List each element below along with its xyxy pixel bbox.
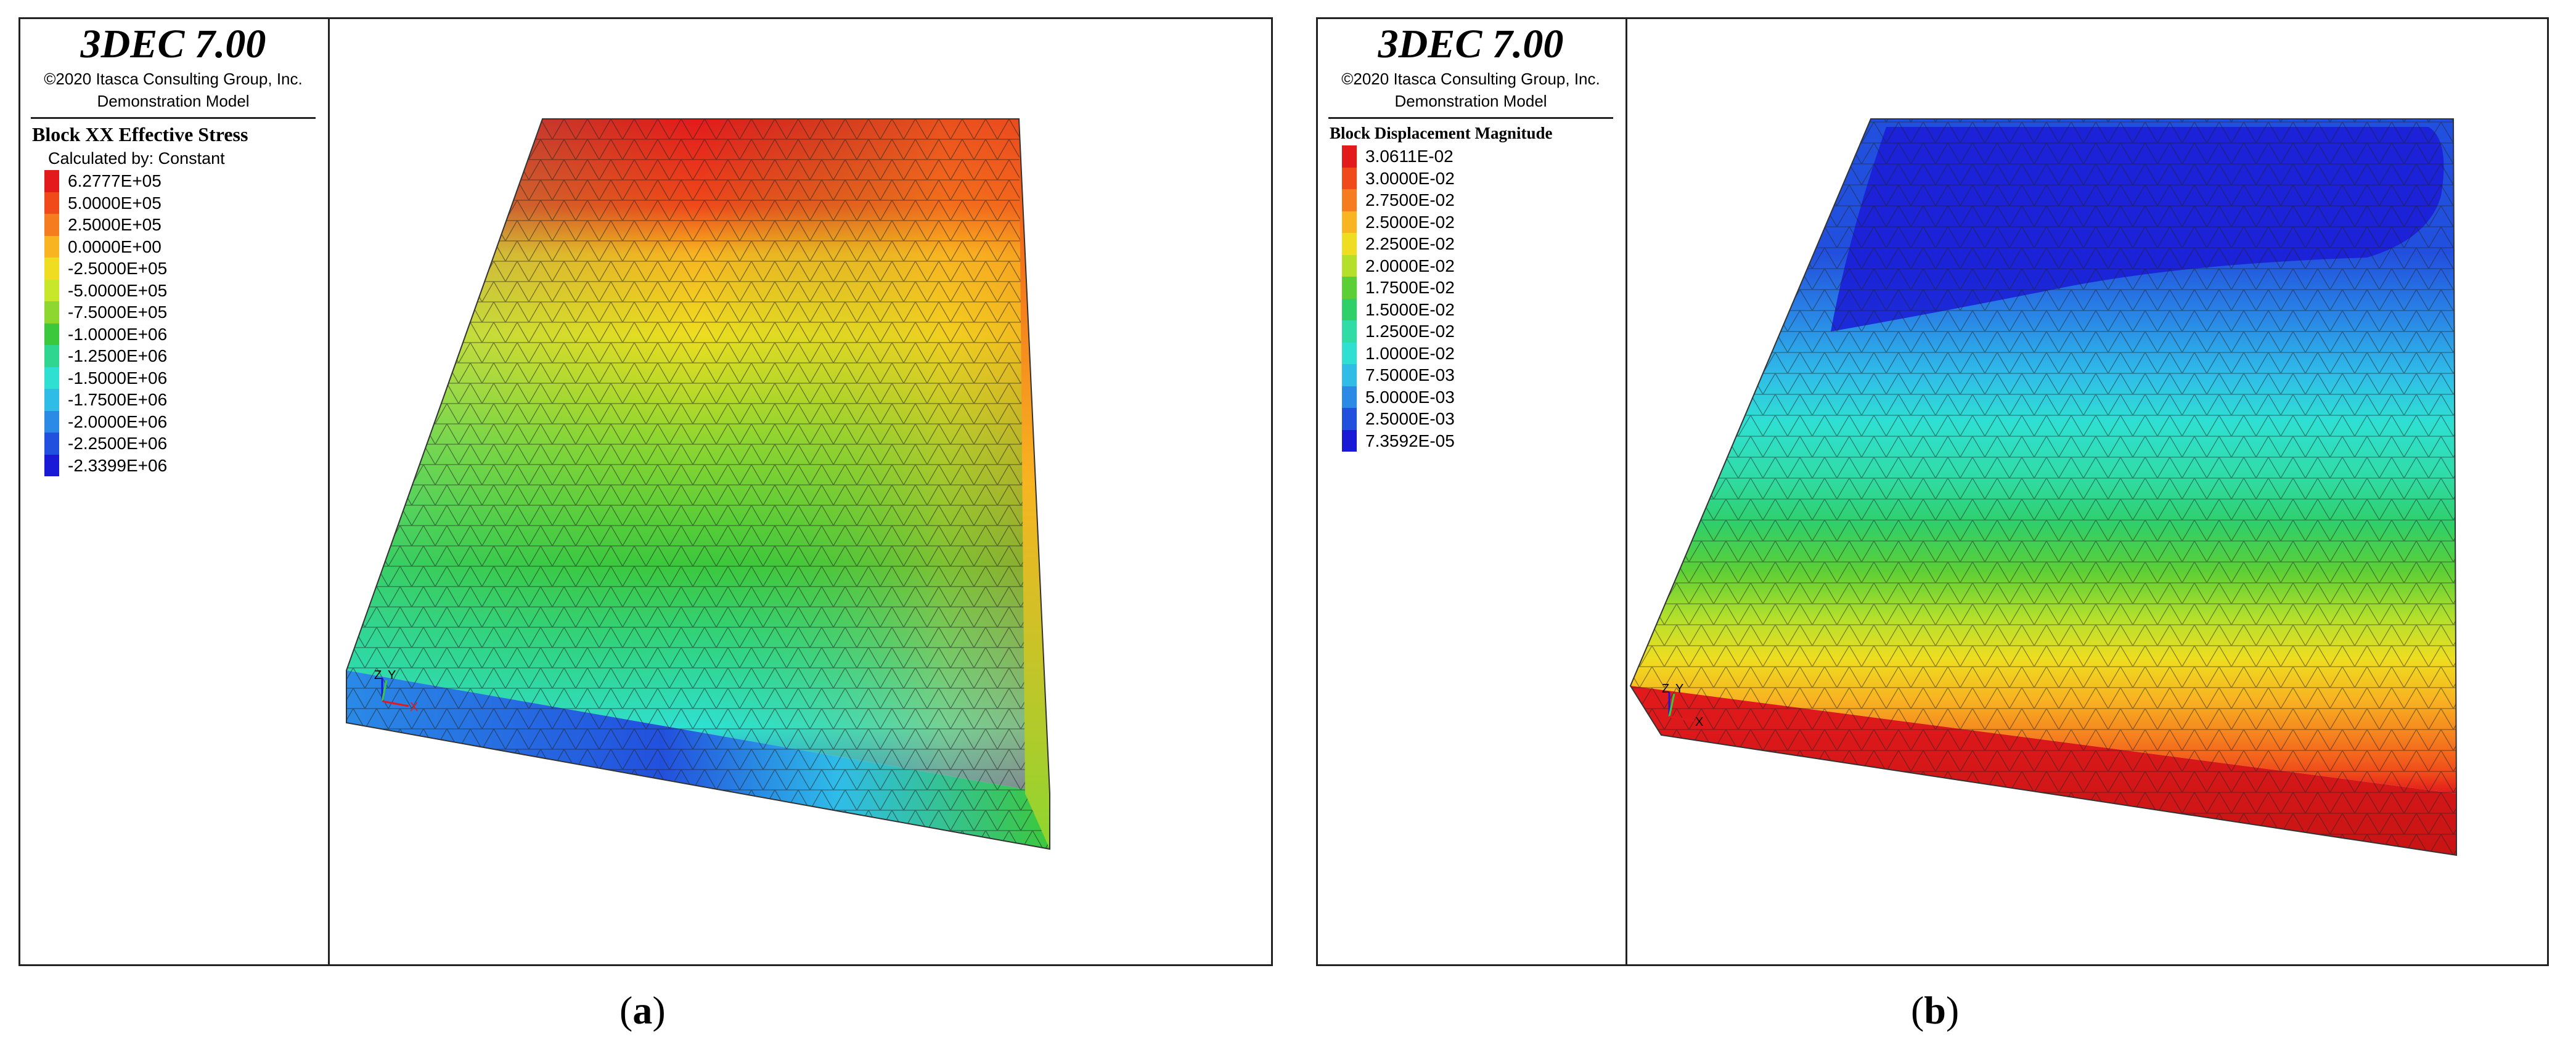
legend-swatch — [1342, 386, 1357, 408]
legend-swatch — [1342, 408, 1357, 430]
legend-swatch — [1342, 167, 1357, 189]
legend-swatch — [44, 258, 59, 280]
legend-swatch — [1342, 145, 1357, 168]
legend-swatch — [1342, 320, 1357, 343]
legend-swatch — [1342, 298, 1357, 320]
axis-label-x: X — [1695, 715, 1703, 729]
legend-value: 2.5000E-02 — [1365, 212, 1455, 232]
axis-label-y: Y — [1675, 682, 1683, 696]
legend-value: 6.2777E+05 — [68, 171, 162, 190]
axis-triad: Z Y X — [374, 669, 418, 714]
legend-swatch — [44, 454, 59, 476]
legend-swatch — [1342, 364, 1357, 386]
legend-value: 2.0000E-02 — [1365, 256, 1455, 275]
legend-swatch — [44, 433, 59, 455]
caption-letter: a — [632, 988, 653, 1032]
mesh-overlay — [1630, 119, 2456, 794]
legend-swatch — [44, 192, 59, 214]
model-name: Demonstration Model — [1394, 92, 1547, 110]
legend-swatch — [44, 410, 59, 433]
legend-value: -2.2500E+06 — [68, 434, 168, 453]
legend-value: -1.5000E+06 — [68, 368, 168, 388]
legend-value: 5.0000E-03 — [1365, 387, 1455, 407]
legend-swatch — [1342, 211, 1357, 233]
model-view: Z Y X — [1627, 17, 2549, 966]
legend-swatch — [1342, 277, 1357, 299]
legend-value: 2.7500E-02 — [1365, 190, 1455, 209]
legend-value: -2.0000E+06 — [68, 412, 168, 431]
panel-b: 3DEC 7.00 ©2020 Itasca Consulting Group,… — [1316, 17, 2549, 966]
displacement-contour-block: Z Y X — [1629, 118, 2457, 856]
legend-value: 7.3592E-05 — [1365, 431, 1455, 450]
legend-value: 0.0000E+00 — [68, 237, 162, 256]
legend-value: 3.0000E-02 — [1365, 168, 1455, 188]
legend-value: 3.0611E-02 — [1365, 147, 1454, 166]
legend-value: -2.3399E+06 — [68, 455, 168, 475]
panel-a: 3DEC 7.00 ©2020 Itasca Consulting Group,… — [18, 17, 1273, 966]
legend-swatch — [44, 279, 59, 301]
legend-swatch — [44, 301, 59, 323]
legend-value: 1.5000E-02 — [1365, 299, 1455, 319]
axis-label-x: X — [410, 701, 418, 714]
legend-swatch — [44, 367, 59, 389]
legend-divider — [31, 117, 316, 119]
axis-label-z: Z — [1662, 682, 1669, 696]
app-title: 3DEC 7.00 — [80, 22, 266, 67]
legend-swatch — [1342, 189, 1357, 211]
mesh-overlay — [346, 119, 1050, 794]
legend-value: 1.7500E-02 — [1365, 278, 1455, 297]
legend-value: -1.0000E+06 — [68, 324, 168, 344]
legend-value: 1.0000E-02 — [1365, 343, 1455, 363]
legend-swatch — [44, 345, 59, 367]
legend-value: 5.0000E+05 — [68, 193, 162, 213]
legend-swatch — [44, 170, 59, 192]
legend: 3DEC 7.00 ©2020 Itasca Consulting Group,… — [1316, 17, 1627, 966]
legend-swatch — [1342, 233, 1357, 255]
model-name: Demonstration Model — [97, 92, 250, 110]
caption-letter: b — [1924, 988, 1946, 1032]
legend-swatch — [1342, 254, 1357, 277]
legend-value: -5.0000E+05 — [68, 280, 168, 300]
legend-swatch — [1342, 342, 1357, 364]
legend-swatch — [1342, 429, 1357, 452]
legend-value: -1.7500E+06 — [68, 390, 168, 409]
legend-value: 2.5000E-03 — [1365, 409, 1455, 428]
legend-value: -7.5000E+05 — [68, 303, 168, 322]
legend-value: 1.2500E-02 — [1365, 322, 1455, 341]
side-face — [1019, 119, 1050, 849]
legend-title: Block XX Effective Stress — [32, 123, 248, 145]
legend-title: Block Displacement Magnitude — [1330, 124, 1553, 142]
copyright: ©2020 Itasca Consulting Group, Inc. — [44, 70, 303, 88]
axis-label-z: Z — [374, 669, 382, 682]
axis-triad: Z Y X — [1662, 682, 1703, 729]
legend-subtitle: Calculated by: Constant — [48, 149, 225, 168]
legend-divider — [1328, 117, 1613, 119]
caption-b: (b) — [1911, 988, 1960, 1032]
legend-value: 2.5000E+05 — [68, 215, 162, 234]
legend-value: 2.2500E-02 — [1365, 234, 1455, 253]
stress-contour-block: Z Y X — [346, 118, 1050, 850]
legend-value: 7.5000E-03 — [1365, 365, 1455, 384]
caption-a: (a) — [619, 988, 666, 1032]
model-view: Z Y X — [330, 17, 1273, 966]
legend-swatch — [44, 323, 59, 345]
legend-swatch — [44, 235, 59, 258]
legend-value: -2.5000E+05 — [68, 259, 168, 278]
legend-swatch — [44, 389, 59, 411]
legend-swatch — [44, 214, 59, 236]
legend-value: -1.2500E+06 — [68, 346, 168, 365]
legend: 3DEC 7.00 ©2020 Itasca Consulting Group,… — [18, 17, 330, 966]
axis-label-y: Y — [388, 669, 396, 682]
app-title: 3DEC 7.00 — [1378, 22, 1564, 67]
copyright: ©2020 Itasca Consulting Group, Inc. — [1341, 70, 1600, 88]
